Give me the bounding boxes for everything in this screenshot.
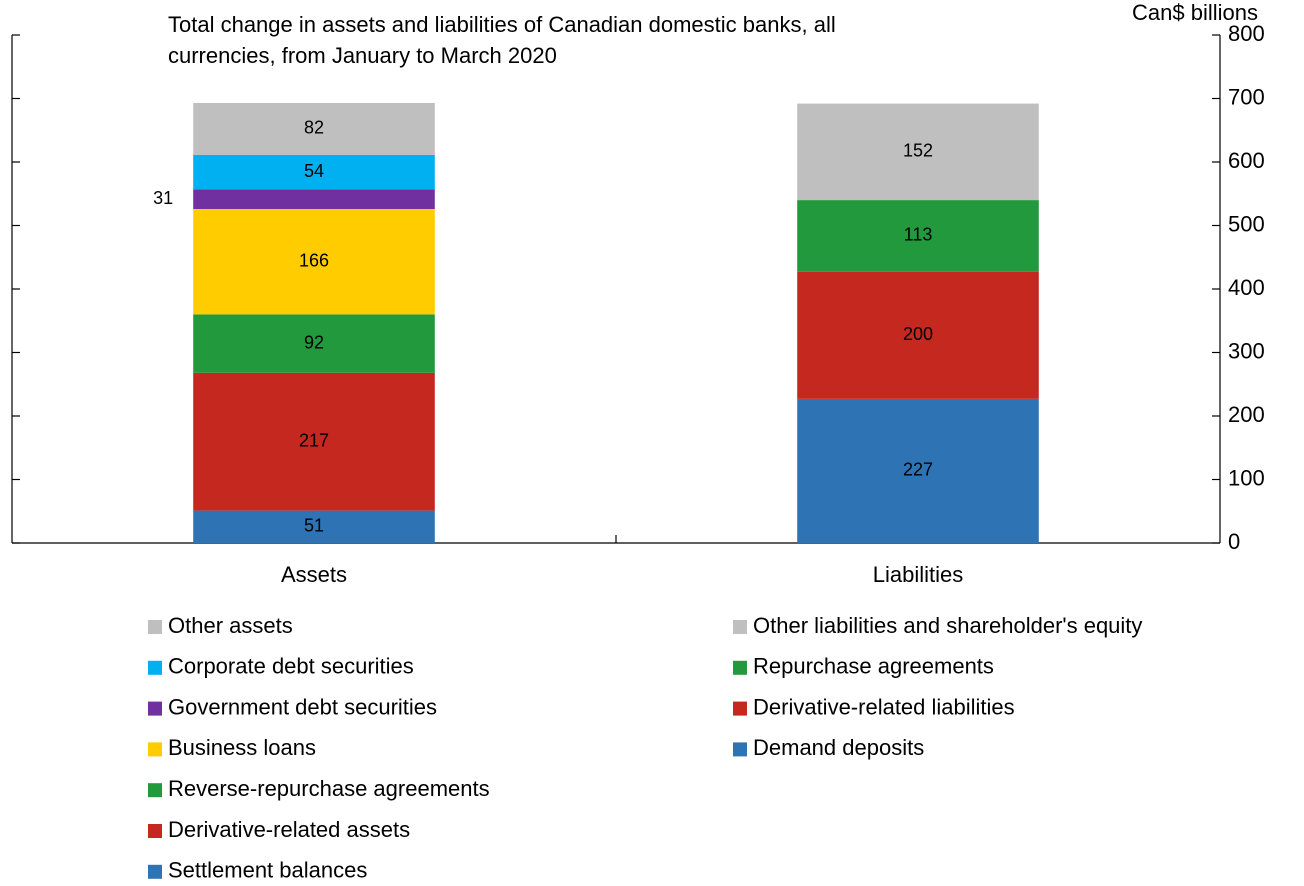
legend-label: Other liabilities and shareholder's equi… — [753, 613, 1142, 638]
data-label: 54 — [304, 161, 324, 181]
y-tick-label: 600 — [1228, 148, 1265, 173]
data-label: 113 — [904, 225, 933, 245]
x-tick-label: Assets — [281, 562, 347, 587]
bar-segment — [193, 314, 435, 373]
legend-swatch — [148, 864, 162, 879]
bar-segment — [193, 510, 435, 543]
legend-swatch — [148, 701, 162, 716]
y-tick-label: 500 — [1228, 211, 1265, 236]
data-label: 200 — [903, 324, 933, 344]
data-label: 152 — [903, 141, 933, 161]
y-tick-label: 700 — [1228, 84, 1265, 109]
bar-segment — [193, 102, 435, 156]
legend-swatch — [733, 660, 747, 675]
x-tick-label: Liabilities — [873, 562, 964, 587]
bar-segment — [797, 200, 1039, 272]
data-label: 31 — [153, 188, 173, 208]
bar-segment — [797, 103, 1039, 201]
y-tick-label: 0 — [1228, 529, 1240, 554]
legend-swatch — [148, 742, 162, 757]
bar-segment — [193, 208, 435, 315]
bar-segment — [797, 271, 1039, 399]
legend-label: Reverse-repurchase agreements — [168, 776, 490, 801]
legend-label: Settlement balances — [168, 858, 367, 883]
data-label: 166 — [299, 250, 329, 270]
data-label: 217 — [299, 430, 329, 450]
legend-swatch — [733, 742, 747, 757]
bar-segment — [193, 372, 435, 511]
y-tick-label: 400 — [1228, 275, 1265, 300]
legend-label: Derivative-related assets — [168, 817, 410, 842]
bar-segment — [193, 155, 435, 190]
legend-label: Other assets — [168, 613, 293, 638]
y-tick-label: 300 — [1228, 338, 1265, 363]
legend-swatch — [148, 783, 162, 798]
data-label: 82 — [304, 118, 324, 138]
legend-swatch — [733, 701, 747, 716]
y-tick-label: 200 — [1228, 402, 1265, 427]
legend-swatch — [148, 824, 162, 838]
y-tick-label: 800 — [1228, 21, 1265, 46]
legend-label: Derivative-related liabilities — [753, 694, 1015, 719]
legend-swatch — [148, 620, 162, 634]
bar-segment — [797, 398, 1039, 543]
bar-segment — [193, 189, 435, 209]
legend-label: Corporate debt securities — [168, 654, 414, 679]
legend-label: Business loans — [168, 735, 316, 760]
y-axis-label: Can$ billions — [1132, 0, 1258, 25]
legend-label: Repurchase agreements — [753, 654, 994, 679]
legend-swatch — [148, 660, 162, 675]
legend-swatch — [733, 620, 747, 634]
data-label: 51 — [304, 516, 324, 536]
y-tick-label: 100 — [1228, 465, 1265, 490]
chart-title: Total change in assets and liabilities o… — [168, 12, 836, 37]
chart-title: currencies, from January to March 2020 — [168, 43, 557, 68]
data-label: 227 — [903, 460, 933, 480]
legend-label: Government debt securities — [168, 694, 437, 719]
data-label: 92 — [304, 332, 324, 352]
legend-label: Demand deposits — [753, 735, 924, 760]
